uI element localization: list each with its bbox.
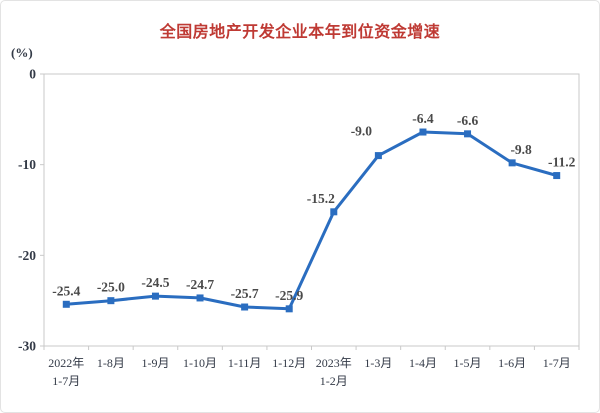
series-line — [64, 130, 559, 311]
data-point-marker — [241, 303, 249, 311]
x-axis-label: 1-12月 — [272, 356, 306, 370]
data-point-label: -25.9 — [275, 288, 303, 303]
data-point-marker — [285, 305, 293, 313]
y-tick-label: -30 — [18, 339, 36, 354]
plot-border — [43, 73, 580, 347]
y-axis-unit-label: (%) — [11, 45, 33, 60]
data-point-marker — [196, 294, 204, 302]
data-point-marker — [464, 130, 472, 138]
data-point-marker — [553, 172, 561, 180]
data-point-label: -9.0 — [351, 124, 373, 139]
data-point-marker — [508, 159, 516, 167]
y-tick-label: -10 — [18, 157, 36, 172]
x-axis-label: 1-3月 — [364, 356, 392, 370]
data-point-label: -24.7 — [186, 277, 214, 292]
data-point-marker — [107, 297, 115, 305]
data-point-marker — [374, 152, 382, 160]
data-point-label: -25.7 — [231, 286, 259, 301]
data-point-label: -9.8 — [510, 142, 532, 157]
x-axis-label: 1-7月 — [543, 356, 571, 370]
data-point-label: -6.6 — [457, 113, 479, 128]
chart-title: 全国房地产开发企业本年到位资金增速 — [159, 24, 441, 41]
data-point-label: -25.4 — [52, 283, 80, 298]
x-axis-label: 1-10月 — [183, 356, 217, 370]
x-axis-label: 2022年 1-7月 — [48, 356, 84, 388]
data-point-marker — [151, 292, 159, 300]
data-point-marker — [419, 128, 427, 136]
data-point-marker — [330, 208, 338, 216]
y-tick-label: 0 — [29, 67, 36, 82]
x-axis-label: 1-4月 — [409, 356, 437, 370]
data-point-label: -24.5 — [141, 275, 169, 290]
data-point-label: -6.4 — [412, 111, 434, 126]
x-axis-label: 1-8月 — [97, 356, 125, 370]
x-axis-label: 1-11月 — [228, 356, 262, 370]
data-point-marker — [62, 300, 70, 308]
data-point-label: -15.2 — [307, 191, 335, 206]
x-axis-label: 1-9月 — [141, 356, 169, 370]
x-axis-label: 1-6月 — [498, 356, 526, 370]
y-tick-label: -20 — [18, 248, 36, 263]
data-point-label: -25.0 — [97, 280, 125, 295]
x-axis-label: 2023年 1-2月 — [316, 356, 352, 388]
data-point-label: -11.2 — [548, 155, 576, 170]
x-axis-label: 1-5月 — [454, 356, 482, 370]
